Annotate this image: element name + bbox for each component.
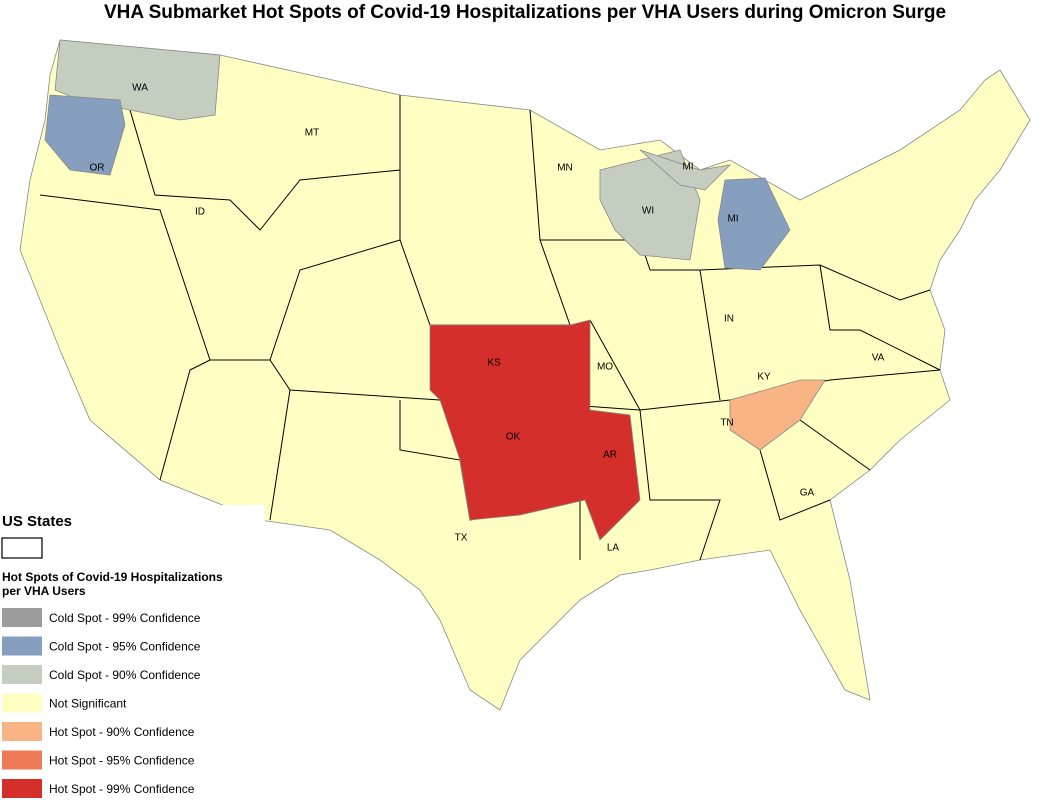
state-label: OK xyxy=(506,432,521,443)
state-label: MI xyxy=(682,162,693,173)
legend-subtitle: per VHA Users xyxy=(2,584,86,598)
state-label: KS xyxy=(487,358,501,369)
state-label: KY xyxy=(757,372,771,383)
legend-swatch xyxy=(2,665,42,684)
legend-background xyxy=(0,505,265,800)
region-mi xyxy=(717,177,791,271)
state-label: WI xyxy=(642,206,654,217)
legend-swatch xyxy=(2,608,42,627)
legend-swatch xyxy=(1,537,43,559)
state-label: LA xyxy=(607,543,620,554)
state-label: TX xyxy=(455,533,468,544)
state-label: VA xyxy=(872,353,885,364)
region-or xyxy=(44,94,126,176)
state-label: MO xyxy=(597,362,613,373)
legend-subtitle: Hot Spots of Covid-19 Hospitalizations xyxy=(2,570,223,584)
state-label: MN xyxy=(557,163,573,174)
legend-title: US States xyxy=(2,513,72,530)
state-labels: WA OR ID MT MN MI WI MI KS MO IN KY VA O… xyxy=(90,83,885,554)
legend-label: Cold Spot - 95% Confidence xyxy=(49,640,201,654)
legend-label: Hot Spot - 95% Confidence xyxy=(49,754,195,768)
region-mi-upper xyxy=(639,149,732,191)
legend-swatch xyxy=(2,693,42,713)
state-label: AR xyxy=(603,450,617,461)
legend-label: Cold Spot - 90% Confidence xyxy=(49,668,201,682)
state-label: GA xyxy=(800,488,815,499)
legend-swatch xyxy=(2,750,42,770)
state-label: OR xyxy=(90,163,105,174)
legend-label: Hot Spot - 90% Confidence xyxy=(49,725,195,739)
state-label: MT xyxy=(305,128,319,139)
legend-swatch xyxy=(2,636,42,656)
legend-swatch xyxy=(2,779,42,798)
region-tn xyxy=(729,379,826,451)
legend-label: Hot Spot - 99% Confidence xyxy=(49,782,195,796)
legend-label: Cold Spot - 99% Confidence xyxy=(49,611,201,625)
region-ks-ok-ar xyxy=(429,319,641,541)
state-label: IN xyxy=(724,314,734,325)
legend-swatch xyxy=(2,722,42,741)
state-label: TN xyxy=(720,418,733,429)
state-label: MI xyxy=(727,214,738,225)
map-title: VHA Submarket Hot Spots of Covid-19 Hosp… xyxy=(104,2,946,23)
state-label: WA xyxy=(132,83,148,94)
state-label: ID xyxy=(195,207,205,218)
legend-label: Not Significant xyxy=(49,697,127,711)
legend: US States Hot Spots of Covid-19 Hospital… xyxy=(0,505,265,800)
